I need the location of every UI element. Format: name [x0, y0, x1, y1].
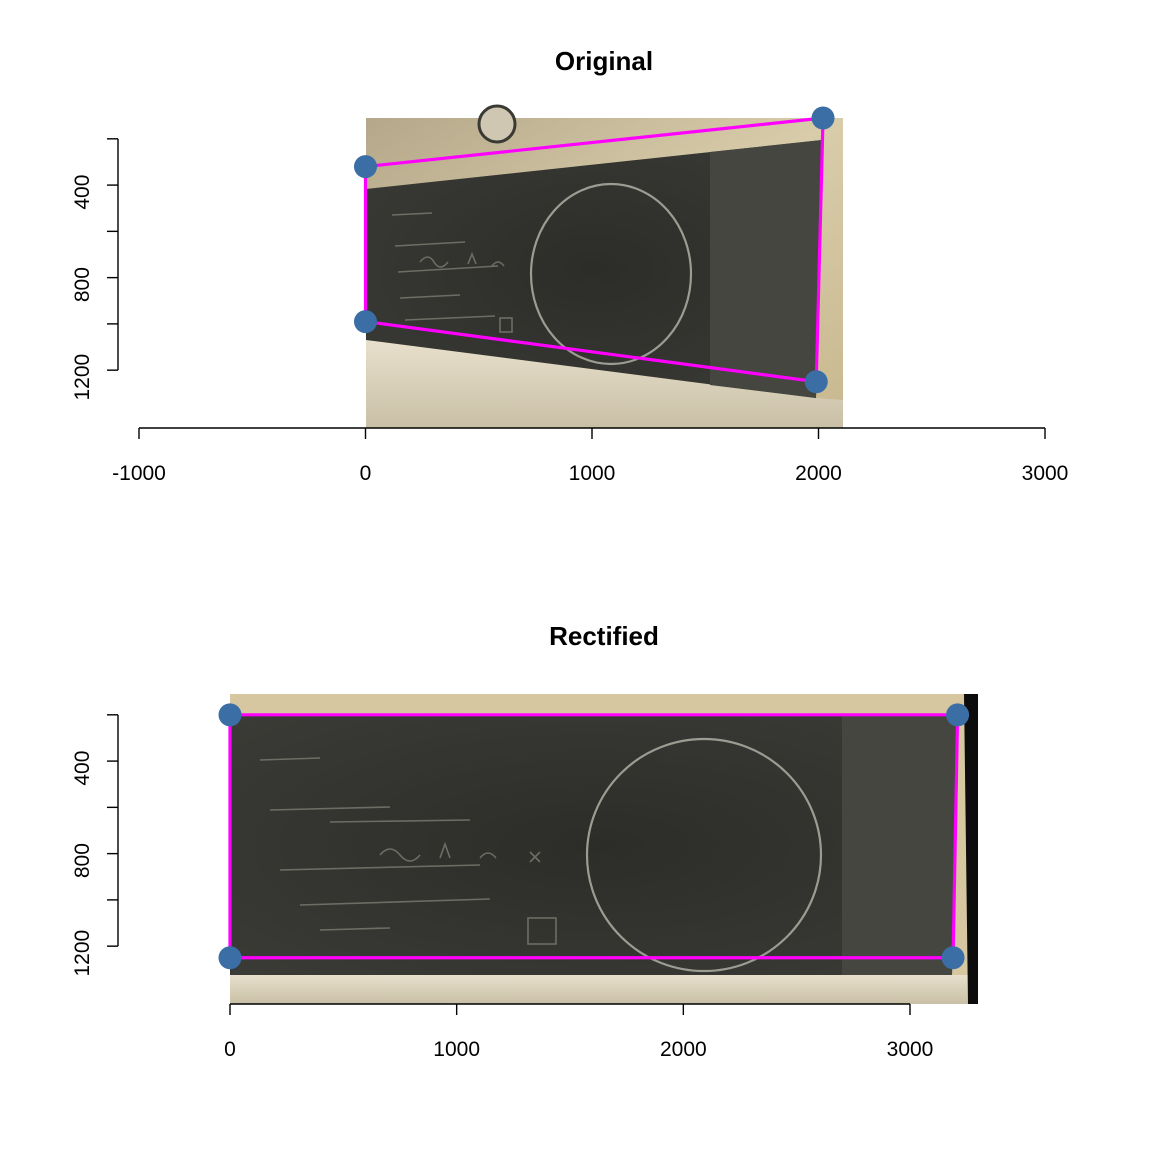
clock-icon	[479, 106, 515, 142]
original-corner-point	[354, 310, 377, 333]
rectified-y-tick-label: 800	[71, 843, 94, 878]
rectified-panel: Rectified 0 1000 2000 3000 400 800 1200	[71, 621, 978, 1061]
rectified-y-tick-label: 400	[71, 751, 94, 786]
original-x-tick-label: 2000	[795, 462, 842, 485]
rectified-x-tick-label: 3000	[887, 1038, 934, 1061]
original-x-tick-label: 1000	[569, 462, 616, 485]
rectified-corner-point	[946, 703, 969, 726]
original-corner-point	[354, 155, 377, 178]
original-x-tick-label: 0	[360, 462, 372, 485]
original-photo	[366, 106, 843, 428]
original-y-tick-label: 1200	[71, 354, 94, 401]
rectified-photo-board-right-section	[842, 716, 958, 975]
rectified-x-tick-label: 0	[224, 1038, 236, 1061]
rectified-corner-point	[219, 703, 242, 726]
original-x-tick-label: -1000	[112, 462, 166, 485]
rectified-y-tick-label: 1200	[71, 930, 94, 977]
rectified-corner-point	[219, 946, 242, 969]
original-corner-point	[812, 107, 835, 130]
rectified-x-tick-label: 2000	[660, 1038, 707, 1061]
rectified-x-tick-label: 1000	[433, 1038, 480, 1061]
original-panel: Original -1000 0 1000 2000 3000 400 800 …	[71, 46, 1068, 485]
original-y-tick-label: 400	[71, 175, 94, 210]
original-title: Original	[555, 46, 653, 76]
rectified-photo-ledge	[230, 975, 978, 1004]
rectified-title: Rectified	[549, 621, 659, 651]
original-photo-board-right-section	[710, 140, 822, 398]
original-corner-point	[805, 370, 828, 393]
original-x-tick-label: 3000	[1022, 462, 1069, 485]
rectified-corner-point	[942, 946, 965, 969]
original-y-tick-label: 800	[71, 267, 94, 302]
